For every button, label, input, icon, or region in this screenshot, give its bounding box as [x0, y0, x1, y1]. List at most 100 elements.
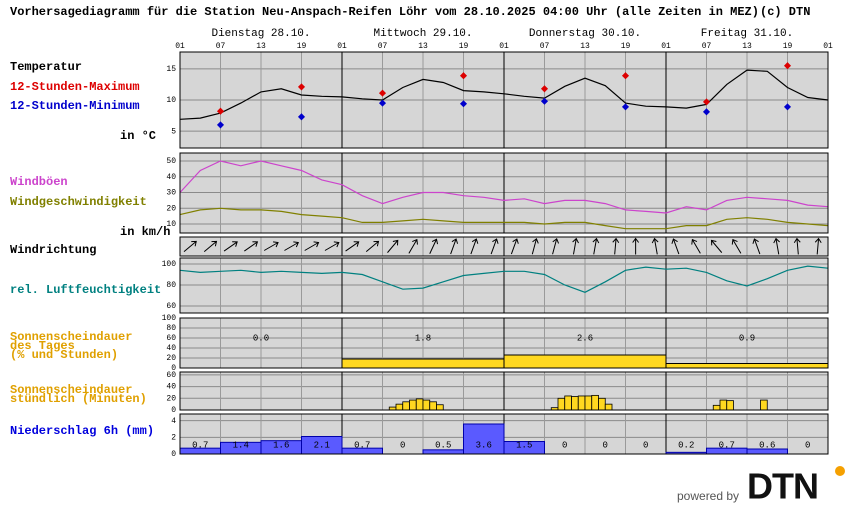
y-tick-label: 20	[166, 354, 176, 363]
day-label: Dienstag 28.10.	[211, 28, 310, 40]
wind-arrow	[284, 241, 300, 251]
arrow-shape	[592, 237, 600, 255]
arrow-shape	[710, 239, 723, 253]
bar	[422, 449, 464, 455]
arrow-shape	[731, 238, 742, 254]
x-tick-label: 13	[742, 42, 752, 51]
line	[179, 160, 829, 214]
arrow-shape	[183, 240, 197, 253]
wind-arrow	[408, 238, 418, 254]
arrow-shape	[284, 241, 300, 251]
y-tick-label: 20	[166, 204, 176, 213]
arrow-shape	[345, 241, 360, 252]
value-label: 0	[562, 440, 567, 450]
wind-arrow	[793, 237, 801, 255]
bar	[604, 403, 613, 411]
point	[702, 108, 711, 116]
panel-border	[179, 371, 829, 411]
value-label: 2.1	[314, 440, 330, 450]
brand-logo: DTN	[747, 466, 818, 507]
x-tick-label: 01	[499, 42, 509, 51]
y-tick-label: 100	[162, 260, 177, 269]
point	[378, 99, 387, 107]
arrow-shape	[450, 238, 459, 255]
x-tick-label: 07	[702, 42, 712, 51]
wind-arrow	[773, 237, 780, 255]
panel-border	[179, 152, 829, 234]
y-tick-label: 80	[166, 324, 176, 333]
wind-arrow	[263, 241, 279, 251]
y-tick-label: 20	[166, 394, 176, 403]
arrow-shape	[263, 241, 279, 251]
y-tick-label: 2	[171, 433, 176, 442]
point	[621, 103, 630, 111]
point	[459, 72, 468, 80]
line	[179, 265, 829, 293]
arrow-shape	[470, 238, 479, 255]
arrow-shape	[632, 237, 640, 255]
x-tick-label: 13	[418, 42, 428, 51]
unit: in km/h	[120, 225, 170, 239]
wind-arrow	[710, 239, 723, 253]
panel-label: (% und Stunden)	[10, 348, 118, 362]
day-label: Mittwoch 29.10.	[373, 28, 472, 40]
wind-arrow	[223, 241, 238, 252]
point	[540, 97, 549, 105]
day-label: Donnerstag 30.10.	[529, 28, 641, 40]
bar	[402, 401, 410, 411]
arrow-shape	[408, 238, 418, 254]
bar	[341, 358, 505, 369]
arrow-shape	[671, 238, 680, 255]
y-tick-label: 40	[166, 173, 176, 182]
x-tick-label: 19	[459, 42, 469, 51]
value-label: 1.5	[516, 440, 532, 450]
wind-arrow	[324, 241, 340, 251]
x-tick-label: 01	[823, 42, 833, 51]
value-label: 0.7	[354, 440, 370, 450]
y-tick-label: 0	[171, 406, 176, 415]
arrow-shape	[552, 237, 560, 255]
y-tick-label: 60	[166, 371, 176, 380]
bar	[712, 404, 721, 411]
panel-border	[179, 51, 829, 149]
panel-border	[179, 317, 829, 369]
arrow-shape	[203, 240, 218, 253]
bar	[395, 403, 404, 411]
arrow-shape	[510, 238, 519, 255]
wind-arrow	[612, 237, 620, 255]
wind-arrow	[304, 241, 320, 251]
y-tick-label: 60	[166, 302, 176, 311]
y-tick-label: 30	[166, 189, 176, 198]
wind-arrow	[183, 240, 197, 253]
value-label: 0.2	[678, 440, 694, 450]
wind-arrow	[429, 238, 439, 254]
wind-arrow	[387, 239, 399, 253]
bar	[415, 398, 424, 411]
arrow-shape	[572, 237, 579, 255]
point	[459, 100, 468, 108]
x-tick-label: 07	[216, 42, 226, 51]
panel-label: Temperatur	[10, 60, 82, 74]
y-tick-label: 80	[166, 281, 176, 290]
value-label: 0.7	[719, 440, 735, 450]
wind-arrow	[632, 237, 640, 255]
arrow-shape	[244, 241, 259, 252]
arrow-shape	[773, 237, 780, 255]
arrow-shape	[651, 237, 659, 255]
wind-arrow	[752, 238, 761, 255]
wind-arrow	[552, 237, 560, 255]
value-label: 3.6	[476, 440, 492, 450]
value-label: 0.5	[435, 440, 451, 450]
point	[702, 98, 711, 106]
panel-label: Niederschlag 6h (mm)	[10, 424, 154, 438]
y-tick-label: 10	[166, 96, 176, 105]
x-tick-label: 01	[661, 42, 671, 51]
x-tick-label: 19	[621, 42, 631, 51]
value-label: 0.6	[759, 440, 775, 450]
arrow-shape	[814, 237, 822, 255]
point	[297, 113, 306, 121]
x-tick-label: 01	[337, 42, 347, 51]
bar	[591, 394, 599, 411]
legend-max: 12-Stunden-Maximum	[10, 80, 140, 94]
